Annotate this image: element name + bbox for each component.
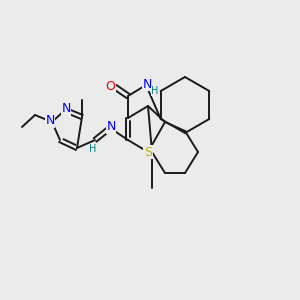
- Text: S: S: [144, 146, 152, 158]
- Text: N: N: [142, 77, 152, 91]
- Text: N: N: [45, 115, 55, 128]
- Text: N: N: [106, 121, 116, 134]
- Text: O: O: [105, 80, 115, 92]
- Text: H: H: [89, 144, 97, 154]
- Text: N: N: [61, 103, 71, 116]
- Text: H: H: [151, 86, 159, 96]
